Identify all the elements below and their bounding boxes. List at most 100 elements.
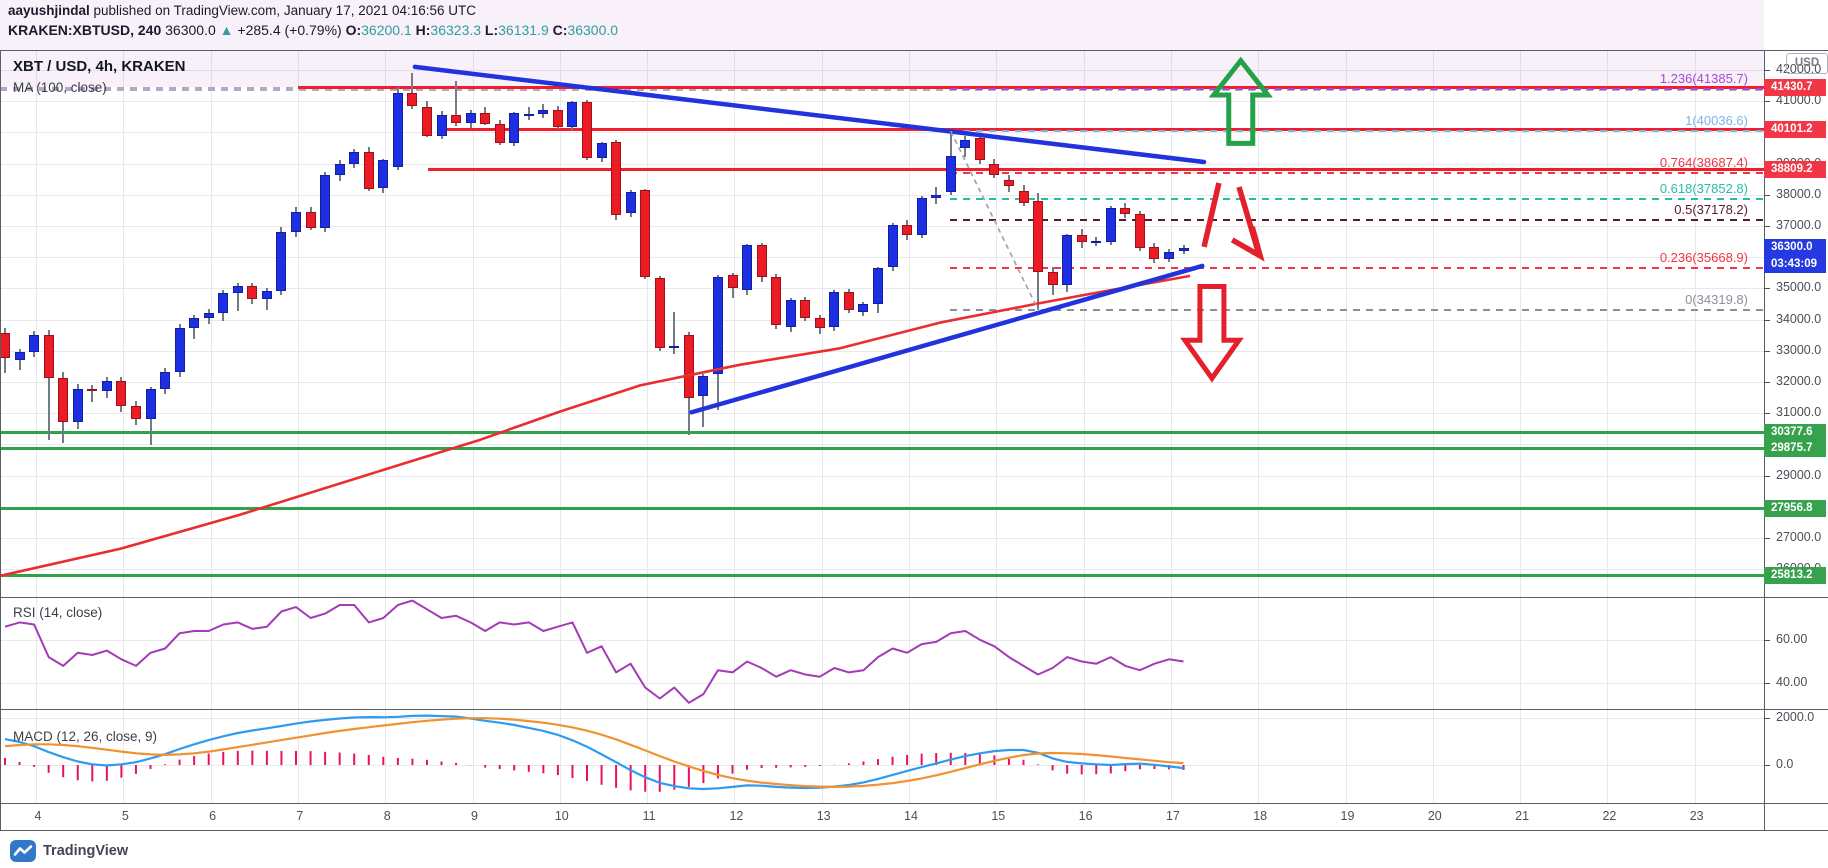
ascending-trendline[interactable] bbox=[689, 263, 1205, 415]
red-down-arrow[interactable] bbox=[1180, 284, 1244, 383]
close-value: 36300.0 bbox=[567, 22, 619, 38]
candle-down bbox=[640, 190, 651, 277]
fib-level-line bbox=[950, 88, 1764, 91]
red-sketch-arrow-head[interactable] bbox=[1230, 226, 1265, 262]
high-value: 36323.3 bbox=[430, 22, 482, 38]
price-change: +285.4 (+0.79%) bbox=[237, 22, 342, 38]
tradingview-logo-text[interactable]: TradingView bbox=[43, 843, 129, 859]
panel-divider bbox=[0, 597, 1828, 598]
candle-wick bbox=[193, 314, 196, 339]
snapshot-header: aayushjindal published on TradingView.co… bbox=[8, 2, 1408, 39]
candle-down bbox=[1047, 272, 1058, 286]
candle-wick bbox=[789, 297, 792, 333]
close-label: C: bbox=[552, 22, 568, 38]
candle-wick bbox=[964, 135, 967, 158]
candle-down bbox=[247, 286, 258, 299]
support-line bbox=[0, 573, 1764, 577]
fib-level-line bbox=[950, 130, 1764, 133]
grid-hline bbox=[0, 718, 1764, 719]
candle-up bbox=[436, 115, 447, 136]
resistance-line bbox=[427, 168, 1764, 172]
candle-wick bbox=[382, 158, 385, 194]
green-up-arrow[interactable] bbox=[1208, 56, 1273, 146]
candle-wick bbox=[906, 219, 909, 241]
time-tick-label: 9 bbox=[471, 809, 478, 823]
price-tick-mark bbox=[1764, 413, 1770, 415]
tradingview-logo-icon[interactable] bbox=[10, 840, 36, 862]
currency-badge: USD bbox=[1786, 53, 1828, 74]
candle-wick bbox=[716, 275, 719, 411]
rsi-tick-mark bbox=[1764, 639, 1770, 641]
fib-level-label: 0.5(37178.2) bbox=[1674, 202, 1748, 218]
descending-trendline[interactable] bbox=[412, 64, 1207, 165]
up-arrow-icon: ▲ bbox=[219, 22, 234, 38]
ma-100-line bbox=[0, 274, 1191, 578]
candle-up bbox=[742, 245, 753, 291]
red-sketch-arrow-stroke[interactable] bbox=[1201, 182, 1222, 248]
candle-down bbox=[1149, 247, 1160, 259]
candle-down bbox=[363, 151, 374, 189]
candle-wick bbox=[265, 288, 268, 310]
candle-up bbox=[1178, 247, 1189, 251]
grid-hline bbox=[0, 569, 1764, 571]
price-tick-label: 29000.0 bbox=[1776, 467, 1822, 482]
panel-divider bbox=[0, 803, 1828, 804]
time-tick-label: 15 bbox=[991, 809, 1006, 823]
price-tick-mark bbox=[1764, 257, 1770, 259]
time-tick-label: 5 bbox=[121, 809, 129, 823]
red-sketch-arrow-stroke[interactable] bbox=[1236, 186, 1261, 253]
grid-vline bbox=[297, 50, 299, 803]
rsi-tick-mark bbox=[1764, 683, 1770, 685]
low-label: L: bbox=[484, 22, 499, 38]
support-line bbox=[0, 446, 1764, 450]
candle-up bbox=[1062, 235, 1073, 286]
grid-vline bbox=[1345, 50, 1347, 803]
price-tick-label: 31000.0 bbox=[1776, 405, 1822, 420]
candle-wick bbox=[280, 226, 283, 296]
candle-up bbox=[203, 313, 214, 319]
fib-connector-dashed bbox=[950, 130, 1039, 310]
candle-up bbox=[785, 299, 796, 327]
price-tick-mark bbox=[1764, 538, 1770, 539]
candle-wick bbox=[891, 222, 894, 272]
candle-up bbox=[567, 102, 578, 127]
price-tick-label: 26000.0 bbox=[1776, 561, 1822, 576]
candle-down bbox=[1003, 179, 1014, 187]
candle-wick bbox=[33, 331, 36, 358]
grid-vline bbox=[123, 50, 125, 803]
candle-wick bbox=[1095, 236, 1098, 247]
grid-vline bbox=[1607, 50, 1609, 803]
candle-wick bbox=[105, 377, 108, 399]
candle-wick bbox=[396, 86, 399, 171]
grid-vline bbox=[734, 50, 736, 803]
price-axis-badge: 29875.7 bbox=[1764, 439, 1826, 457]
fib-level-label: 0.764(38687.4) bbox=[1659, 155, 1748, 171]
candle-wick bbox=[1066, 233, 1069, 292]
candle-wick bbox=[1182, 244, 1185, 255]
candle-up bbox=[712, 277, 723, 375]
candle-wick bbox=[469, 109, 472, 128]
candle-up bbox=[72, 389, 83, 422]
fib-level-label: 1(40036.6) bbox=[1685, 113, 1748, 129]
candle-down bbox=[407, 93, 418, 107]
macd-signal-line bbox=[4, 717, 1184, 789]
candle-down bbox=[494, 123, 505, 144]
candle-wick bbox=[207, 309, 210, 325]
candle-wick bbox=[935, 187, 938, 205]
price-axis-badge: 38809.2 bbox=[1764, 161, 1826, 179]
candle-down bbox=[902, 224, 913, 235]
price-tick-mark bbox=[1764, 569, 1770, 571]
candle-down bbox=[974, 138, 985, 161]
author-name: aayushjindal bbox=[8, 3, 90, 18]
grid-vline bbox=[210, 50, 212, 803]
candle-up bbox=[669, 346, 680, 349]
candle-wick bbox=[746, 244, 749, 295]
candle-up bbox=[378, 159, 389, 188]
time-tick-label: 7 bbox=[296, 809, 304, 823]
candle-wick bbox=[818, 314, 821, 334]
candle-wick bbox=[62, 372, 65, 444]
